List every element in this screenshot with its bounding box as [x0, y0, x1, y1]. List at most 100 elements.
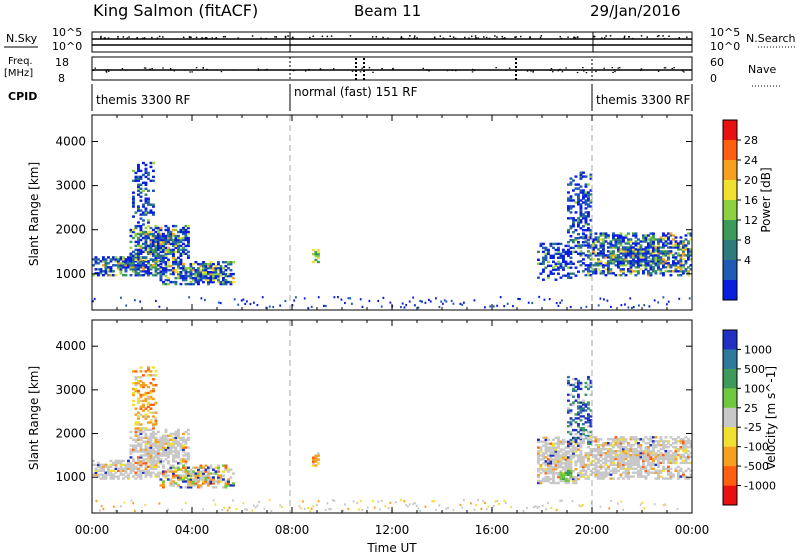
data-cell [679, 248, 683, 251]
data-cell [152, 462, 155, 465]
data-cell [132, 195, 135, 198]
data-cell [667, 266, 670, 269]
data-cell [174, 436, 178, 439]
data-cell [157, 461, 160, 465]
data-cell [149, 391, 153, 395]
data-cell [579, 387, 583, 391]
ground-scatter-cell [300, 507, 303, 510]
data-cell [107, 469, 110, 472]
data-cell [174, 432, 178, 436]
data-cell [174, 261, 178, 264]
data-cell [184, 267, 188, 270]
data-cell [219, 272, 223, 276]
data-cell [577, 413, 580, 416]
data-cell [142, 427, 145, 430]
data-cell [562, 468, 565, 471]
data-cell [167, 474, 170, 477]
data-cell [677, 469, 680, 472]
data-cell [149, 471, 153, 474]
data-cell [649, 246, 653, 249]
data-cell [97, 473, 100, 476]
data-cell [652, 244, 655, 247]
trace-dot [452, 36, 455, 38]
data-cell [687, 240, 690, 243]
data-cell [662, 469, 665, 472]
data-cell [629, 449, 633, 453]
data-cell [159, 278, 163, 282]
data-cell [312, 460, 315, 463]
ground-scatter-cell [561, 299, 563, 302]
data-cell [542, 454, 545, 457]
data-cell [137, 450, 140, 453]
trace-dot [663, 67, 666, 69]
data-cell [682, 449, 685, 453]
ground-scatter-cell [632, 306, 635, 309]
data-cell [572, 448, 575, 451]
data-cell [204, 478, 208, 481]
data-cell [574, 446, 578, 449]
data-cell [649, 451, 653, 455]
data-cell [147, 252, 150, 255]
data-cell [167, 232, 170, 236]
data-cell [662, 252, 665, 255]
data-cell [177, 250, 180, 254]
data-cell [137, 238, 140, 242]
trace-dot [485, 36, 488, 39]
x-tick-label: 00:00 [75, 523, 110, 537]
data-cell [552, 256, 555, 259]
data-cell [99, 467, 103, 470]
data-cell [197, 474, 200, 477]
data-cell [142, 403, 145, 406]
data-cell [659, 238, 663, 241]
data-cell [594, 264, 598, 267]
trace-dot [195, 36, 198, 39]
data-cell [144, 264, 148, 267]
data-cell [627, 477, 630, 480]
data-cell [539, 272, 543, 275]
data-cell [579, 451, 583, 455]
data-cell [582, 215, 585, 218]
data-cell [629, 244, 633, 247]
data-cell [652, 238, 655, 241]
data-cell [642, 463, 645, 467]
data-cell [672, 244, 675, 247]
ground-scatter-cell [158, 502, 161, 505]
data-cell [609, 252, 613, 255]
trace-dot [632, 37, 634, 40]
data-cell [139, 432, 143, 436]
data-cell [617, 254, 620, 257]
data-cell [584, 254, 588, 257]
data-cell [574, 381, 578, 385]
data-cell [642, 453, 645, 457]
data-cell [552, 444, 555, 447]
data-cell [577, 411, 580, 414]
data-cell [152, 459, 155, 463]
data-cell [147, 211, 150, 214]
ground-scatter-cell [667, 300, 670, 303]
data-cell [129, 268, 133, 271]
data-cell [687, 442, 690, 445]
data-cell [689, 469, 693, 472]
data-cell [582, 423, 585, 426]
data-cell [644, 467, 648, 470]
data-cell [589, 440, 593, 444]
data-cell [139, 199, 143, 202]
data-cell [149, 465, 153, 468]
trace-dot [520, 35, 522, 38]
data-cell [629, 461, 633, 465]
data-cell [664, 453, 668, 457]
data-cell [682, 453, 685, 457]
data-cell [669, 473, 673, 476]
data-cell [577, 252, 580, 255]
data-cell [639, 475, 643, 478]
ground-scatter-cell [666, 303, 668, 306]
data-cell [627, 268, 630, 271]
data-cell [137, 268, 140, 271]
data-cell [577, 381, 580, 385]
data-cell [672, 475, 675, 478]
ground-scatter-cell [435, 508, 437, 512]
data-cell [632, 264, 635, 267]
data-cell [559, 477, 563, 480]
data-cell [667, 446, 670, 449]
data-cell [189, 272, 193, 276]
